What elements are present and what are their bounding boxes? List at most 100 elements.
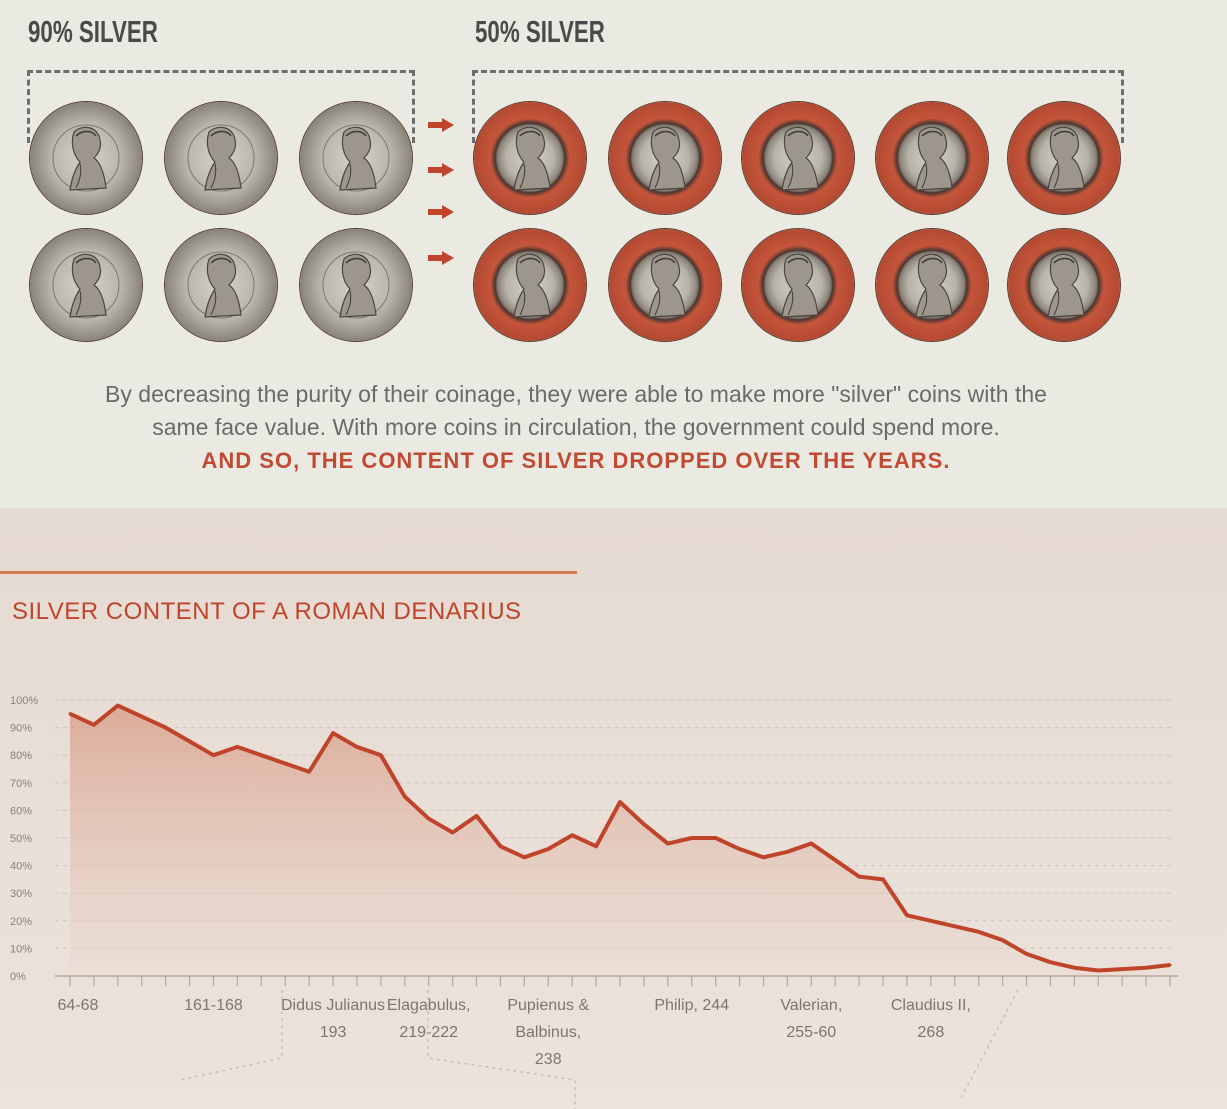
data-point [427,817,431,821]
data-point [92,723,96,727]
y-tick-label: 30% [10,888,32,900]
caption-line-2: same face value. With more coins in circ… [152,414,1000,440]
silver-content-area [70,705,1170,976]
data-point [546,847,550,851]
data-point [475,814,479,818]
caption-emphasis: AND SO, THE CONTENT OF SILVER DROPPED OV… [201,448,951,473]
x-tick-label: 64-68 [58,997,99,1014]
section-rule [0,571,577,574]
data-point [642,822,646,826]
data-point [1001,938,1005,942]
data-point [283,761,287,765]
chart-title: SILVER CONTENT OF A ROMAN DENARIUS [12,598,522,625]
data-point [451,830,455,834]
x-tick-label: Balbinus, [515,1024,581,1041]
left-group-label: 90% SILVER [28,14,158,49]
data-point [116,704,120,708]
data-point [403,795,407,799]
data-point [738,847,742,851]
x-tick-label: Didus Julianus [281,997,385,1014]
y-tick-label: 80% [10,750,32,762]
silver-coin [30,102,142,214]
data-point [666,842,670,846]
data-point [522,855,526,859]
debased-coin [1008,229,1120,341]
x-tick-label: 268 [918,1024,945,1041]
data-point [164,726,168,730]
debased-coin [742,229,854,341]
data-point [881,877,885,881]
data-point [977,930,981,934]
x-tick-label: 193 [320,1024,347,1041]
silver-coin [165,229,277,341]
data-point [1168,963,1172,967]
y-tick-label: 70% [10,778,32,790]
debased-coin [876,229,988,341]
data-point [1072,966,1076,970]
data-point [1144,966,1148,970]
data-point [594,844,598,848]
x-tick-label: Pupienus & [507,997,589,1014]
data-point [355,745,359,749]
x-tick-label: 255-60 [786,1024,836,1041]
data-point [953,924,957,928]
debased-coin [609,229,721,341]
right-group-label: 50% SILVER [475,14,605,49]
silver-coin [300,102,412,214]
data-point [1120,967,1124,971]
x-tick-label: Claudius II, [891,997,971,1014]
y-tick-label: 100% [10,695,38,707]
silver-content-chart: 100% 90% 80% 70% 60% 50% 40% 30% 20% 10% 0% 64-68 16… [10,695,1178,1109]
data-point [379,753,383,757]
data-point [1025,952,1029,956]
data-point [307,770,311,774]
y-tick-label: 20% [10,916,32,928]
data-point [761,855,765,859]
data-point [68,712,72,716]
data-point [188,739,192,743]
y-tick-label: 60% [10,805,32,817]
debased-coin [742,102,854,214]
connector-line [427,990,576,1109]
right-group-bracket [472,70,1124,143]
data-point [833,858,837,862]
data-point [498,844,502,848]
y-tick-label: 40% [10,861,32,873]
silver-coin [30,229,142,341]
data-point [714,836,718,840]
data-point [857,875,861,879]
data-point [570,833,574,837]
connector-line [179,990,283,1081]
x-tick-label: Philip, 244 [654,997,729,1014]
y-tick-label: 0% [10,971,26,983]
debased-coin [474,229,586,341]
caption: By decreasing the purity of their coinag… [0,378,1152,477]
debased-coin [876,102,988,214]
data-point [331,731,335,735]
data-point [690,836,694,840]
data-point [1048,960,1052,964]
data-point [259,753,263,757]
data-point [211,753,215,757]
x-tick-label: 238 [535,1051,562,1068]
coin-comparison-panel: 90% SILVER 50% SILVER By decreasing the … [0,0,1227,508]
data-point [140,715,144,719]
debased-coin [1008,102,1120,214]
data-point [785,850,789,854]
data-point [905,913,909,917]
y-tick-label: 90% [10,723,32,735]
data-point [235,745,239,749]
y-tick-label: 50% [10,833,32,845]
debased-coin [609,102,721,214]
x-tick-label: Valerian, [780,997,842,1014]
debased-coin [474,102,586,214]
y-tick-label: 10% [10,943,32,955]
data-point [1096,968,1100,972]
caption-line-1: By decreasing the purity of their coinag… [105,381,1047,407]
left-group-bracket [27,70,415,143]
data-point [618,800,622,804]
silver-coin [300,229,412,341]
x-tick-label: 161-168 [184,997,243,1014]
silver-coin [165,102,277,214]
data-point [929,919,933,923]
